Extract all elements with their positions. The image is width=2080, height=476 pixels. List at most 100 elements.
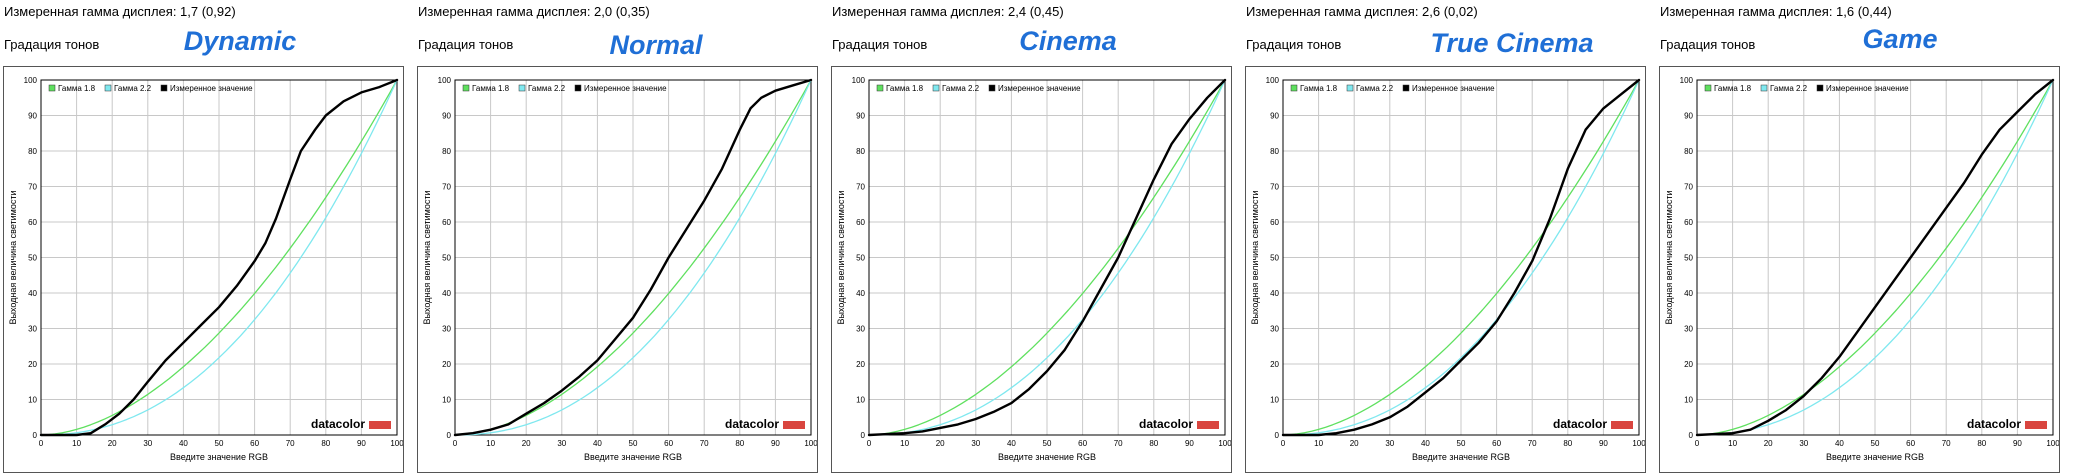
y-tick-label: 30 <box>28 325 37 334</box>
x-tick-label: 70 <box>700 439 709 448</box>
y-tick-label: 10 <box>1684 396 1693 405</box>
series-line-1 <box>1696 79 2054 436</box>
x-tick-label: 30 <box>971 439 980 448</box>
plot-border <box>868 79 1226 436</box>
y-tick-label: 20 <box>856 360 865 369</box>
y-axis-label: Выходная величина светимости <box>836 190 846 324</box>
x-tick-label: 70 <box>1114 439 1123 448</box>
legend-label: Гамма 1.8 <box>58 84 96 93</box>
y-tick-label: 70 <box>856 183 865 192</box>
x-tick-label: 80 <box>1149 439 1158 448</box>
legend-swatch <box>462 84 470 92</box>
y-tick-label: 40 <box>28 289 37 298</box>
x-tick-label: 90 <box>771 439 780 448</box>
chart-frame: 0 10 20 30 40 50 60 70 80 90 100 0 10 20 30 40 50 60 70 80 9… <box>3 66 404 473</box>
datacolor-logo: datacolor <box>311 417 365 431</box>
y-tick-label: 10 <box>442 396 451 405</box>
x-tick-label: 40 <box>1007 439 1016 448</box>
datacolor-logo-bar <box>369 421 391 429</box>
x-tick-label: 10 <box>486 439 495 448</box>
legend-label: Гамма 1.8 <box>1300 84 1338 93</box>
legend-label: Измеренное значение <box>170 84 253 93</box>
x-tick-label: 60 <box>1906 439 1915 448</box>
legend-swatch <box>574 84 582 92</box>
x-tick-label: 20 <box>522 439 531 448</box>
x-tick-label: 10 <box>1314 439 1323 448</box>
y-tick-label: 80 <box>1684 147 1693 156</box>
plot-border <box>454 79 812 436</box>
x-tick-label: 0 <box>1695 439 1700 448</box>
tone-gradation-label: Градация тонов <box>1246 37 1342 52</box>
y-tick-label: 100 <box>438 76 452 85</box>
x-tick-label: 20 <box>1350 439 1359 448</box>
series-line-2 <box>1282 79 1640 436</box>
x-tick-label: 20 <box>1764 439 1773 448</box>
x-tick-label: 30 <box>557 439 566 448</box>
tone-gradation-label: Градация тонов <box>1660 37 1756 52</box>
y-tick-label: 50 <box>856 254 865 263</box>
y-tick-label: 20 <box>1270 360 1279 369</box>
legend-label: Измеренное значение <box>1826 84 1909 93</box>
series-line-1 <box>1282 79 1640 436</box>
y-tick-label: 20 <box>442 360 451 369</box>
x-tick-label: 50 <box>629 439 638 448</box>
datacolor-logo: datacolor <box>725 417 779 431</box>
gamma-chart-svg: 0 10 20 30 40 50 60 70 80 90 100 0 10 20 30 40 50 60 70 80 9… <box>1250 76 1645 462</box>
y-tick-label: 40 <box>1270 289 1279 298</box>
legend-swatch <box>1816 84 1824 92</box>
y-tick-label: 90 <box>856 112 865 121</box>
chart-panel-true-cinema: Измеренная гамма дисплея: 2,6 (0,02) Гра… <box>1242 0 1656 476</box>
x-tick-label: 90 <box>1185 439 1194 448</box>
tone-gradation-label: Градация тонов <box>418 37 514 52</box>
x-tick-label: 60 <box>1078 439 1087 448</box>
x-tick-label: 80 <box>735 439 744 448</box>
series-line-2 <box>868 79 1226 436</box>
series-line-2 <box>454 79 812 436</box>
x-tick-label: 50 <box>215 439 224 448</box>
datacolor-logo-bar <box>783 421 805 429</box>
y-tick-label: 30 <box>442 325 451 334</box>
plot-border <box>1282 79 1640 436</box>
legend-swatch <box>932 84 940 92</box>
chart-panel-dynamic: Измеренная гамма дисплея: 1,7 (0,92) Гра… <box>0 0 414 476</box>
x-tick-label: 90 <box>2013 439 2022 448</box>
x-tick-label: 60 <box>250 439 259 448</box>
plot-border <box>40 79 398 436</box>
x-tick-label: 50 <box>1457 439 1466 448</box>
y-tick-label: 70 <box>442 183 451 192</box>
chart-frame: 0 10 20 30 40 50 60 70 80 90 100 0 10 20 30 40 50 60 70 80 9… <box>831 66 1232 473</box>
x-tick-label: 30 <box>1385 439 1394 448</box>
x-tick-label: 80 <box>321 439 330 448</box>
y-tick-label: 40 <box>1684 289 1693 298</box>
y-tick-label: 60 <box>1270 218 1279 227</box>
y-tick-label: 100 <box>1680 76 1694 85</box>
legend-swatch <box>1290 84 1298 92</box>
chart-frame: 0 10 20 30 40 50 60 70 80 90 100 0 10 20 30 40 50 60 70 80 9… <box>1245 66 1646 473</box>
x-tick-label: 20 <box>108 439 117 448</box>
tone-gradation-label: Градация тонов <box>832 37 928 52</box>
x-tick-label: 90 <box>357 439 366 448</box>
datacolor-logo: datacolor <box>1967 417 2021 431</box>
y-tick-label: 90 <box>1270 112 1279 121</box>
x-tick-label: 100 <box>2046 439 2059 448</box>
y-tick-label: 100 <box>24 76 38 85</box>
x-tick-label: 70 <box>1942 439 1951 448</box>
mode-title: Game <box>1862 24 1938 54</box>
legend-swatch <box>988 84 996 92</box>
datacolor-logo-bar <box>1197 421 1219 429</box>
legend-swatch <box>48 84 56 92</box>
mode-title: True Cinema <box>1430 28 1594 58</box>
x-tick-label: 40 <box>593 439 602 448</box>
y-axis-label: Выходная величина светимости <box>1664 190 1674 324</box>
y-tick-label: 90 <box>28 112 37 121</box>
measured-gamma-text: Измеренная гамма дисплея: 2,4 (0,45) <box>832 4 1064 19</box>
series-line-3 <box>453 78 813 437</box>
x-tick-label: 60 <box>1492 439 1501 448</box>
x-tick-label: 0 <box>867 439 872 448</box>
x-tick-label: 100 <box>804 439 817 448</box>
legend-swatch <box>1402 84 1410 92</box>
series-line-1 <box>868 79 1226 436</box>
legend-label: Измеренное значение <box>584 84 667 93</box>
x-axis-label: Введите значение RGB <box>998 452 1096 462</box>
y-tick-label: 80 <box>1270 147 1279 156</box>
